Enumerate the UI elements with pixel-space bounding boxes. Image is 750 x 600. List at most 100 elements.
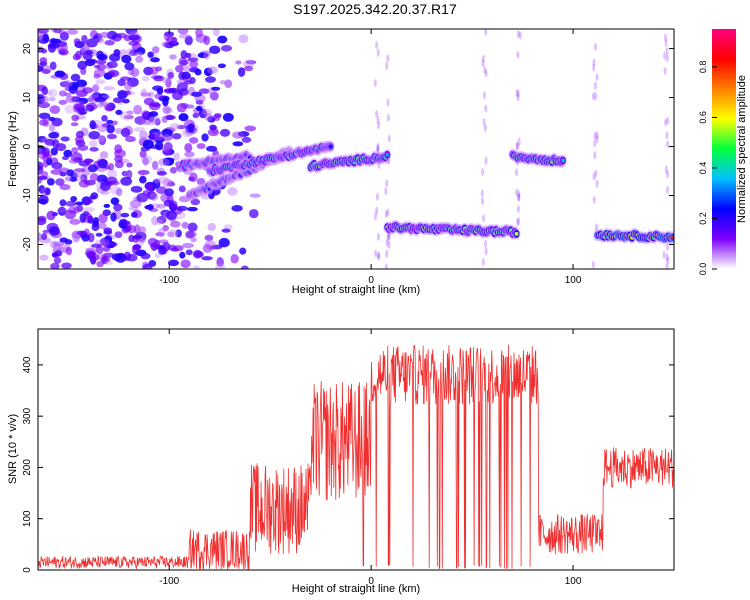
spectrogram-cell [176,124,186,130]
spectrogram-cell [155,140,164,151]
spectrogram-cell [113,203,123,212]
spectrogram-cell [373,79,377,88]
spectrogram-cell [39,57,48,64]
spectrogram-cell [81,233,90,242]
spectrogram-cell [178,113,189,122]
spectrogram-cell [135,56,144,63]
spectrogram-cell [385,61,389,70]
spectrogram-cell [197,52,209,59]
spectrogram-cell [138,226,146,235]
spectrogram-cell [328,144,333,149]
x-tick-label: -100 [159,275,179,286]
spectrogram-cell [665,47,669,56]
spectrogram-cell [167,231,175,238]
spectrogram-cell [484,69,488,78]
spectrogram-cell [48,131,60,139]
spectrogram-cell [61,262,72,269]
spectrogram-cell [166,182,176,187]
spectrogram-cell [591,92,595,101]
spectrogram-cell [104,104,112,111]
spectrogram-cell [130,67,140,77]
spectrogram-cell [142,157,149,166]
spectrogram-cell [191,91,203,97]
spectrogram-cell [516,218,520,227]
spectrogram-cell [205,76,216,83]
spectrogram-cell [158,246,167,255]
colorbar-ticks: 0.0 0.2 0.4 0.6 0.8 [698,61,717,275]
spectrogram-cell [156,215,167,224]
spectrogram-cell [85,102,98,111]
spectrogram-cell [42,33,49,43]
y-tick-label: 20 [22,43,33,55]
spectrogram-cell [220,128,231,137]
snr-x-ticks: -100 0 100 [159,329,582,587]
spectrogram-cell [64,104,75,114]
figure-title: S197.2025.342.20.37.R17 [293,1,457,17]
spectrogram-cell [376,142,380,151]
spectrogram-cell [60,136,70,142]
spectrogram-cell [207,222,217,232]
spectrogram-cell [384,263,388,269]
spectrogram-cell [122,98,130,104]
spectrogram-cell [106,119,114,124]
spectrogram-cell [73,206,80,214]
spectrogram-cell [101,256,111,263]
spectrogram-cell [94,96,107,103]
spectrogram-cell [72,103,80,113]
spectrogram-cell [38,29,49,34]
spectrogram-cell [201,133,209,142]
spectrogram-cell [163,142,173,152]
spectrogram-cell [85,199,94,204]
spectrogram-cell [518,31,522,40]
spectrogram-cell [149,66,159,75]
spectrogram-cell [211,86,221,91]
spectrogram-cell [376,48,380,57]
spectrogram-cell [207,66,218,75]
spectrogram-cell [376,232,380,241]
spectrogram-cell [93,64,101,69]
spectrogram-cell [194,68,202,76]
spectrogram-cell [664,38,668,47]
spectrogram-cell [77,144,89,151]
spectrogram-cell [243,59,255,68]
spectrogram-cell [384,210,388,219]
spectrogram-cell [39,119,49,126]
spectrogram-cell [213,114,221,121]
spectrogram-cell [53,29,62,34]
colorbar-tick-label: 0.6 [698,111,708,124]
y-tick-label: 300 [22,407,33,424]
spectrogram-cell [126,47,135,56]
spectrogram-cell [158,158,170,167]
spectrogram-cell [592,58,596,67]
spectrogram-cell [374,212,378,221]
spectrogram-cell [84,158,92,166]
spectrogram-cell [162,178,172,188]
y-tick-label: 200 [22,459,33,476]
spectrogram-cell [173,152,180,161]
spectrogram-cell [162,105,171,115]
spectrogram-cell [106,30,118,40]
spectrogram-cell [154,118,161,126]
spectrogram-cell [125,136,136,143]
spectrogram-cell [139,175,147,184]
snr-y-ticks: 0 100 200 300 400 [22,356,674,573]
spectrogram-cell [59,199,67,207]
spectrogram-cell [483,65,487,74]
spectrogram-cell [387,241,391,250]
spectrogram-cell [220,45,233,52]
spectrogram-cell [110,197,120,206]
spectrogram-cell [232,131,244,139]
spectrogram-cell [89,173,99,182]
spectrogram-cell [204,113,213,122]
spectrogram-cell [73,168,86,173]
spectrogram-cell [157,227,166,238]
spectrogram-cell [109,53,121,62]
spectrogram-cell [51,252,59,258]
spectrogram-cell [51,117,63,127]
y-tick-label: 0 [22,143,33,149]
spectrogram-cell [156,87,164,95]
spectrogram-cell [63,149,73,158]
spectrogram-cell [119,220,131,226]
spectrogram-cell [209,124,217,131]
spectrogram-cell [143,97,155,106]
